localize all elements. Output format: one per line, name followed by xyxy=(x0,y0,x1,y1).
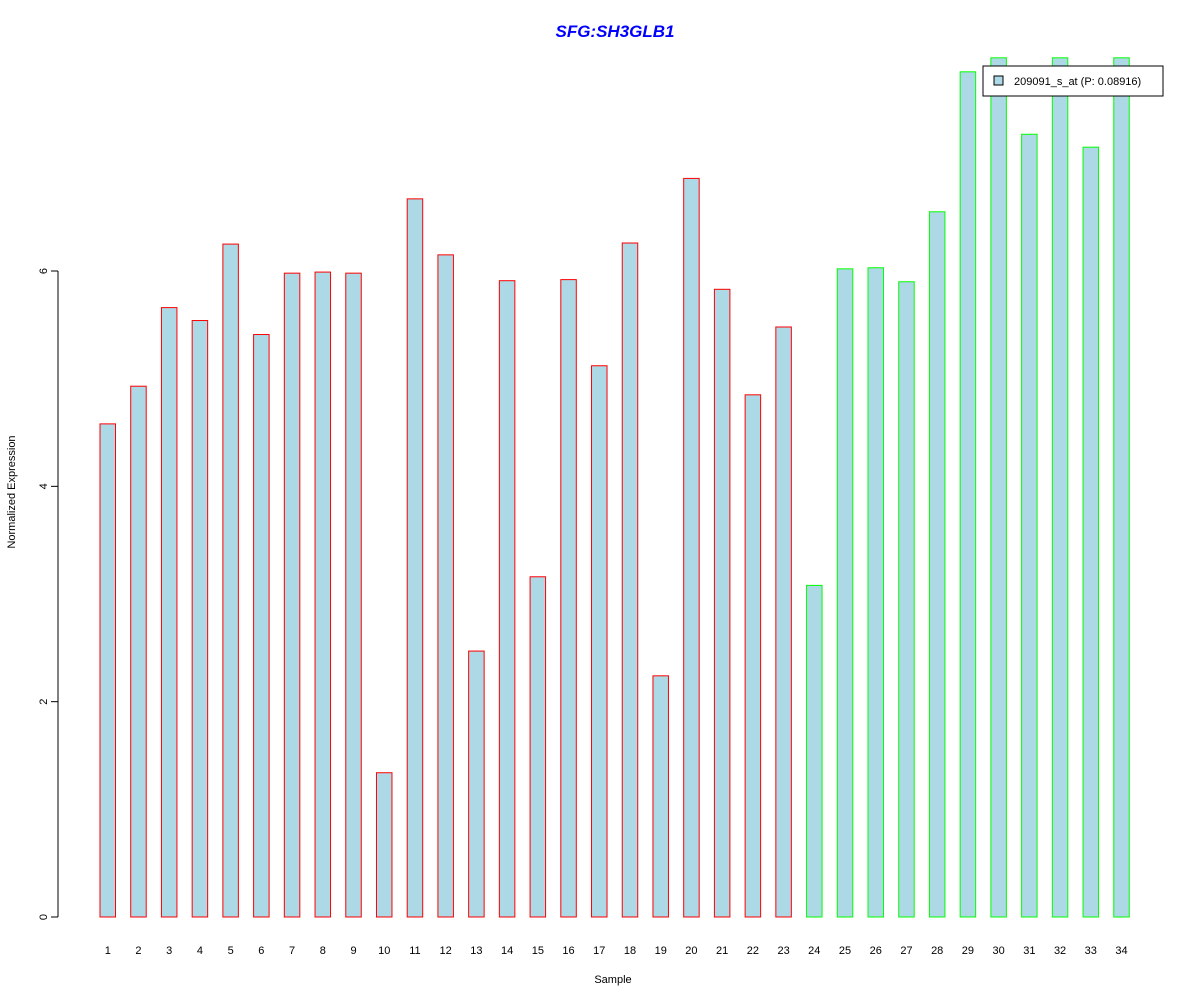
x-tick-label: 17 xyxy=(593,945,605,957)
x-tick-label: 21 xyxy=(716,945,728,957)
bar-sample-21 xyxy=(713,288,731,918)
bar-sample-30 xyxy=(990,57,1007,918)
x-tick-label: 18 xyxy=(624,945,636,957)
x-tick-label: 7 xyxy=(289,945,295,957)
bar-sample-32 xyxy=(1051,57,1069,918)
x-tick-label: 33 xyxy=(1085,945,1097,957)
x-tick-label: 16 xyxy=(562,945,574,957)
x-tick-label: 20 xyxy=(685,945,697,957)
x-axis-label: Sample xyxy=(594,974,631,986)
x-tick-label: 11 xyxy=(409,945,420,957)
bar-sample-18 xyxy=(621,242,639,918)
bars xyxy=(99,57,1130,918)
bar-sample-17 xyxy=(591,365,608,918)
x-tick-label: 31 xyxy=(1023,945,1035,957)
x-tick-label: 2 xyxy=(135,945,141,957)
bar-sample-19 xyxy=(652,675,669,918)
legend-box xyxy=(982,65,1164,97)
bar-sample-3 xyxy=(160,307,178,918)
x-tick-label: 28 xyxy=(931,945,943,957)
bar-sample-9 xyxy=(345,272,362,918)
bar-sample-8 xyxy=(314,271,332,918)
bar-sample-1 xyxy=(99,423,116,918)
x-tick-label: 5 xyxy=(228,945,234,957)
bar-sample-28 xyxy=(928,211,946,918)
x-tick-label: 19 xyxy=(655,945,667,957)
bar-sample-5 xyxy=(222,243,239,918)
bar-sample-24 xyxy=(806,584,823,918)
bar-sample-22 xyxy=(744,394,762,918)
x-tick-label: 13 xyxy=(470,945,482,957)
bar-sample-26 xyxy=(867,267,884,918)
bar-sample-6 xyxy=(253,334,270,918)
bar-sample-15 xyxy=(529,576,547,918)
x-tick-label: 25 xyxy=(839,945,851,957)
legend-entry: 209091_s_at (P: 0.08916) xyxy=(1014,76,1141,88)
x-tick-label: 15 xyxy=(532,945,544,957)
y-tick-label: 6 xyxy=(38,268,50,274)
legend: 209091_s_at (P: 0.08916) xyxy=(982,65,1164,97)
bar-sample-10 xyxy=(375,772,393,918)
x-tick-label: 9 xyxy=(350,945,356,957)
bar-sample-31 xyxy=(1021,133,1038,918)
bar-sample-25 xyxy=(836,268,854,918)
x-tick-label: 12 xyxy=(440,945,452,957)
bar-sample-16 xyxy=(560,279,577,918)
x-tick-label: 6 xyxy=(258,945,264,957)
bar-sample-20 xyxy=(683,177,700,918)
x-tick-label: 32 xyxy=(1054,945,1066,957)
bar-sample-27 xyxy=(898,281,915,918)
legend-swatch xyxy=(993,75,1004,86)
bar-sample-14 xyxy=(498,280,516,918)
bar-sample-11 xyxy=(406,198,424,918)
bar-sample-2 xyxy=(130,385,147,918)
bar-sample-33 xyxy=(1082,146,1100,918)
y-tick-label: 0 xyxy=(38,914,50,920)
x-tick-label: 14 xyxy=(501,945,513,957)
x-tick-label: 27 xyxy=(900,945,912,957)
x-tick-label: 8 xyxy=(320,945,326,957)
bar-sample-13 xyxy=(468,650,485,918)
y-tick-label: 2 xyxy=(38,699,50,705)
bar-sample-29 xyxy=(959,71,977,918)
bar-sample-4 xyxy=(191,320,209,918)
x-tick-label: 10 xyxy=(378,945,390,957)
y-axis-label: Normalized Expression xyxy=(6,435,18,548)
x-tick-label: 22 xyxy=(747,945,759,957)
x-tick-label: 3 xyxy=(166,945,172,957)
x-tick-label: 30 xyxy=(993,945,1005,957)
x-tick-labels: 1 2 3 4 5 6 7 8 9 10 11 12 13 14 15 16 17 18 19 20 21 22 23 24 2… xyxy=(105,945,1128,957)
x-tick-label: 24 xyxy=(808,945,820,957)
x-tick-label: 34 xyxy=(1115,945,1127,957)
bar-sample-12 xyxy=(437,254,454,918)
x-tick-label: 29 xyxy=(962,945,974,957)
chart-title: SFG:SH3GLB1 xyxy=(555,22,674,41)
y-tick-label: 4 xyxy=(38,483,50,489)
x-tick-label: 23 xyxy=(777,945,789,957)
y-axis: 0 2 4 6 xyxy=(38,268,59,920)
bar-sample-23 xyxy=(775,326,792,918)
x-tick-label: 26 xyxy=(870,945,882,957)
bar-sample-7 xyxy=(283,272,301,918)
x-tick-label: 1 xyxy=(105,945,111,957)
bar-sample-34 xyxy=(1113,57,1130,918)
x-tick-label: 4 xyxy=(197,945,203,957)
